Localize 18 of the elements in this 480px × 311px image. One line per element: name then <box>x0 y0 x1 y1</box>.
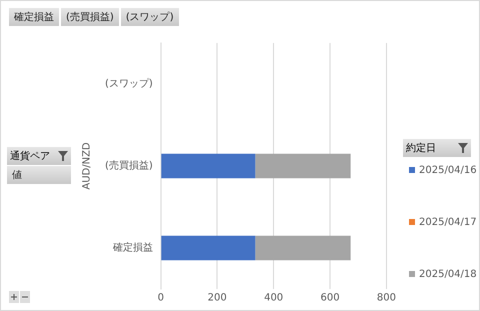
x-tick-label: 0 <box>158 292 164 304</box>
legend-label: 2025/04/18 <box>419 268 477 280</box>
y-axis-title: AUD/NZD <box>82 142 93 190</box>
legend-title: 約定日 <box>406 142 436 155</box>
x-tick-label: 200 <box>208 292 227 304</box>
y-tick-label: 確定損益 <box>112 242 153 254</box>
legend-label: 2025/04/16 <box>419 164 477 176</box>
text: 確定損益 <box>9 8 59 26</box>
text: (売買損益) <box>61 8 119 26</box>
x-tick-label: 600 <box>320 292 340 304</box>
text: 値 <box>7 166 71 184</box>
text: (スワップ) <box>120 8 179 26</box>
y-tick-label: (スワップ) <box>104 78 153 90</box>
legend-label: 2025/04/17 <box>419 216 477 228</box>
x-tick-label: 400 <box>264 292 284 304</box>
x-tick-label: 800 <box>376 292 396 304</box>
y-tick-label: (売買損益) <box>104 160 153 172</box>
text: 通貨ペア <box>10 150 50 163</box>
